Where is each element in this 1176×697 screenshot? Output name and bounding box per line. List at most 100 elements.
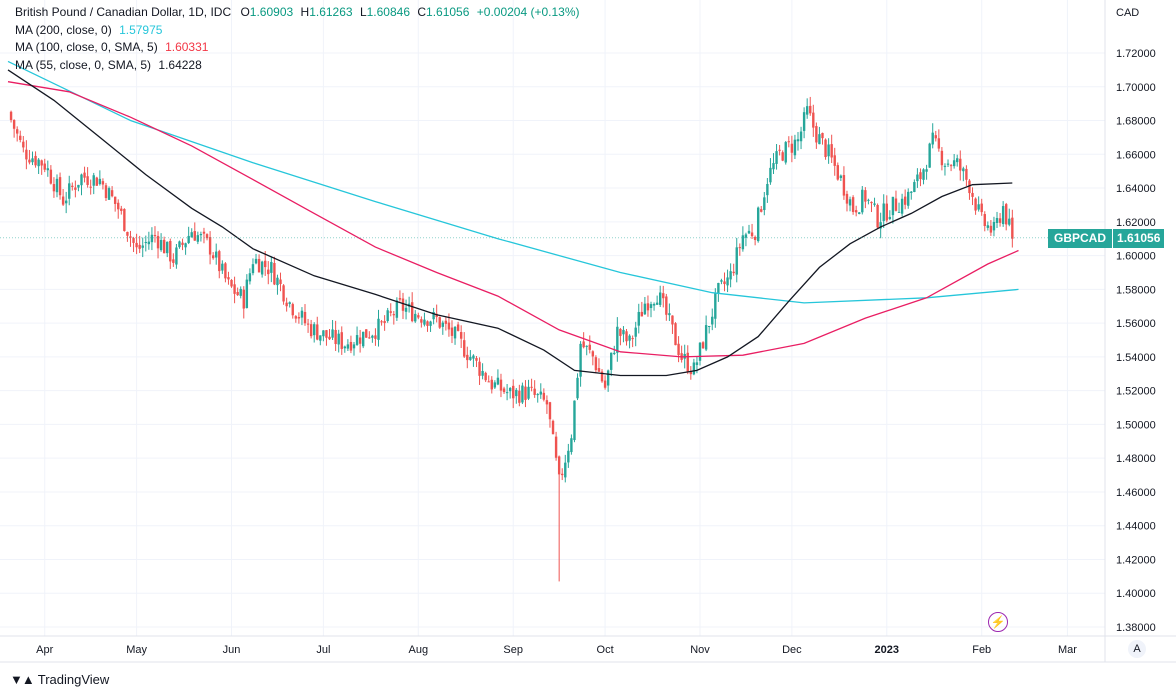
candle-body bbox=[787, 141, 791, 143]
candle bbox=[720, 278, 723, 285]
candle bbox=[729, 263, 732, 288]
candle-body bbox=[585, 345, 588, 347]
candle bbox=[848, 196, 852, 212]
candle bbox=[435, 304, 438, 323]
candle-body bbox=[518, 390, 521, 403]
candle bbox=[977, 196, 980, 212]
candle-body bbox=[962, 168, 965, 172]
candle bbox=[536, 393, 539, 403]
close-label: C bbox=[417, 5, 427, 19]
candle bbox=[680, 345, 683, 363]
candle bbox=[539, 383, 542, 399]
candle bbox=[622, 326, 625, 343]
candle bbox=[58, 172, 62, 200]
candle-body bbox=[606, 370, 610, 386]
candle-body bbox=[588, 344, 591, 350]
candle-body bbox=[193, 231, 196, 241]
candle-body bbox=[40, 160, 43, 166]
candle bbox=[698, 342, 702, 366]
auto-scale-button[interactable]: A bbox=[1128, 640, 1146, 658]
candle bbox=[533, 380, 536, 398]
candle-body bbox=[738, 247, 742, 249]
candle-body bbox=[395, 300, 399, 318]
candle bbox=[756, 206, 760, 243]
candle-body bbox=[655, 302, 659, 305]
candle-body bbox=[52, 184, 56, 192]
candle bbox=[172, 253, 175, 267]
candle-body bbox=[591, 351, 595, 357]
candle-body bbox=[741, 235, 745, 250]
candle-body bbox=[854, 210, 858, 213]
candle-body bbox=[22, 141, 25, 148]
ma100-row[interactable]: MA (100, close, 0, SMA, 5) 1.60331 bbox=[15, 39, 580, 57]
candle bbox=[625, 329, 628, 346]
tradingview-brand[interactable]: ▼▲ TradingView bbox=[10, 672, 109, 687]
candle bbox=[551, 419, 555, 435]
candle-body bbox=[711, 316, 714, 325]
candle-body bbox=[952, 160, 956, 167]
candle-body bbox=[202, 231, 206, 234]
candle-body bbox=[628, 335, 631, 341]
candle bbox=[662, 285, 665, 308]
candle-body bbox=[306, 323, 310, 325]
candle bbox=[224, 262, 227, 283]
candle-body bbox=[358, 337, 362, 344]
candle-body bbox=[487, 381, 490, 383]
candle-body bbox=[285, 302, 288, 307]
candle-body bbox=[971, 192, 974, 197]
candle-body bbox=[260, 261, 264, 275]
candle bbox=[181, 238, 184, 251]
candle bbox=[952, 154, 956, 169]
candle bbox=[989, 220, 993, 236]
candle bbox=[123, 208, 126, 232]
candle bbox=[833, 147, 836, 176]
candle bbox=[891, 196, 895, 224]
candle-body bbox=[475, 358, 478, 361]
candle-body bbox=[224, 263, 227, 279]
change-value: +0.00204 (+0.13%) bbox=[476, 5, 580, 19]
candle bbox=[426, 320, 429, 332]
candle-body bbox=[833, 155, 836, 166]
candle-body bbox=[913, 182, 916, 192]
candle-body bbox=[848, 199, 852, 206]
candle bbox=[591, 350, 595, 366]
lightning-icon[interactable]: ⚡ bbox=[988, 612, 1008, 632]
price-axis[interactable]: 1.38000 1.40000 1.42000 1.44000 1.46000 1.480… bbox=[1104, 0, 1156, 662]
candle bbox=[361, 331, 365, 349]
candle-body bbox=[870, 201, 873, 204]
candle bbox=[894, 190, 898, 212]
candle-body bbox=[15, 129, 19, 134]
candle bbox=[805, 98, 809, 119]
candle-body bbox=[662, 293, 665, 299]
candle-body bbox=[478, 361, 481, 376]
candle bbox=[319, 335, 322, 346]
candle-body bbox=[12, 120, 16, 129]
candle bbox=[640, 301, 644, 317]
price-tick-label: 1.46000 bbox=[1116, 487, 1156, 499]
time-axis[interactable]: Apr May Jun Jul Aug Sep Oct Nov Dec 2023 Feb Mar bbox=[0, 635, 1176, 663]
candle bbox=[147, 231, 151, 250]
candle bbox=[867, 198, 870, 205]
candle-body bbox=[882, 203, 885, 221]
ma200-row[interactable]: MA (200, close, 0) 1.57975 bbox=[15, 22, 580, 40]
candle bbox=[842, 166, 846, 200]
candle bbox=[423, 312, 426, 327]
candle bbox=[392, 310, 396, 325]
candle-body bbox=[916, 174, 919, 182]
candle bbox=[980, 198, 983, 216]
candle-body bbox=[570, 438, 573, 453]
candle-body bbox=[576, 377, 579, 399]
candle bbox=[772, 153, 775, 175]
candle-body bbox=[897, 211, 901, 213]
candle bbox=[74, 180, 77, 198]
candle bbox=[267, 261, 270, 285]
candle-body bbox=[444, 320, 448, 324]
ma55-row[interactable]: MA (55, close, 0, SMA, 5) 1.64228 bbox=[15, 57, 580, 75]
candle bbox=[659, 285, 662, 308]
chart-grid bbox=[0, 0, 1105, 636]
candle-body bbox=[640, 311, 644, 317]
symbol-title[interactable]: British Pound / Canadian Dollar, 1D, IDC bbox=[15, 5, 232, 19]
candle-body bbox=[129, 236, 132, 238]
candle bbox=[787, 136, 791, 148]
